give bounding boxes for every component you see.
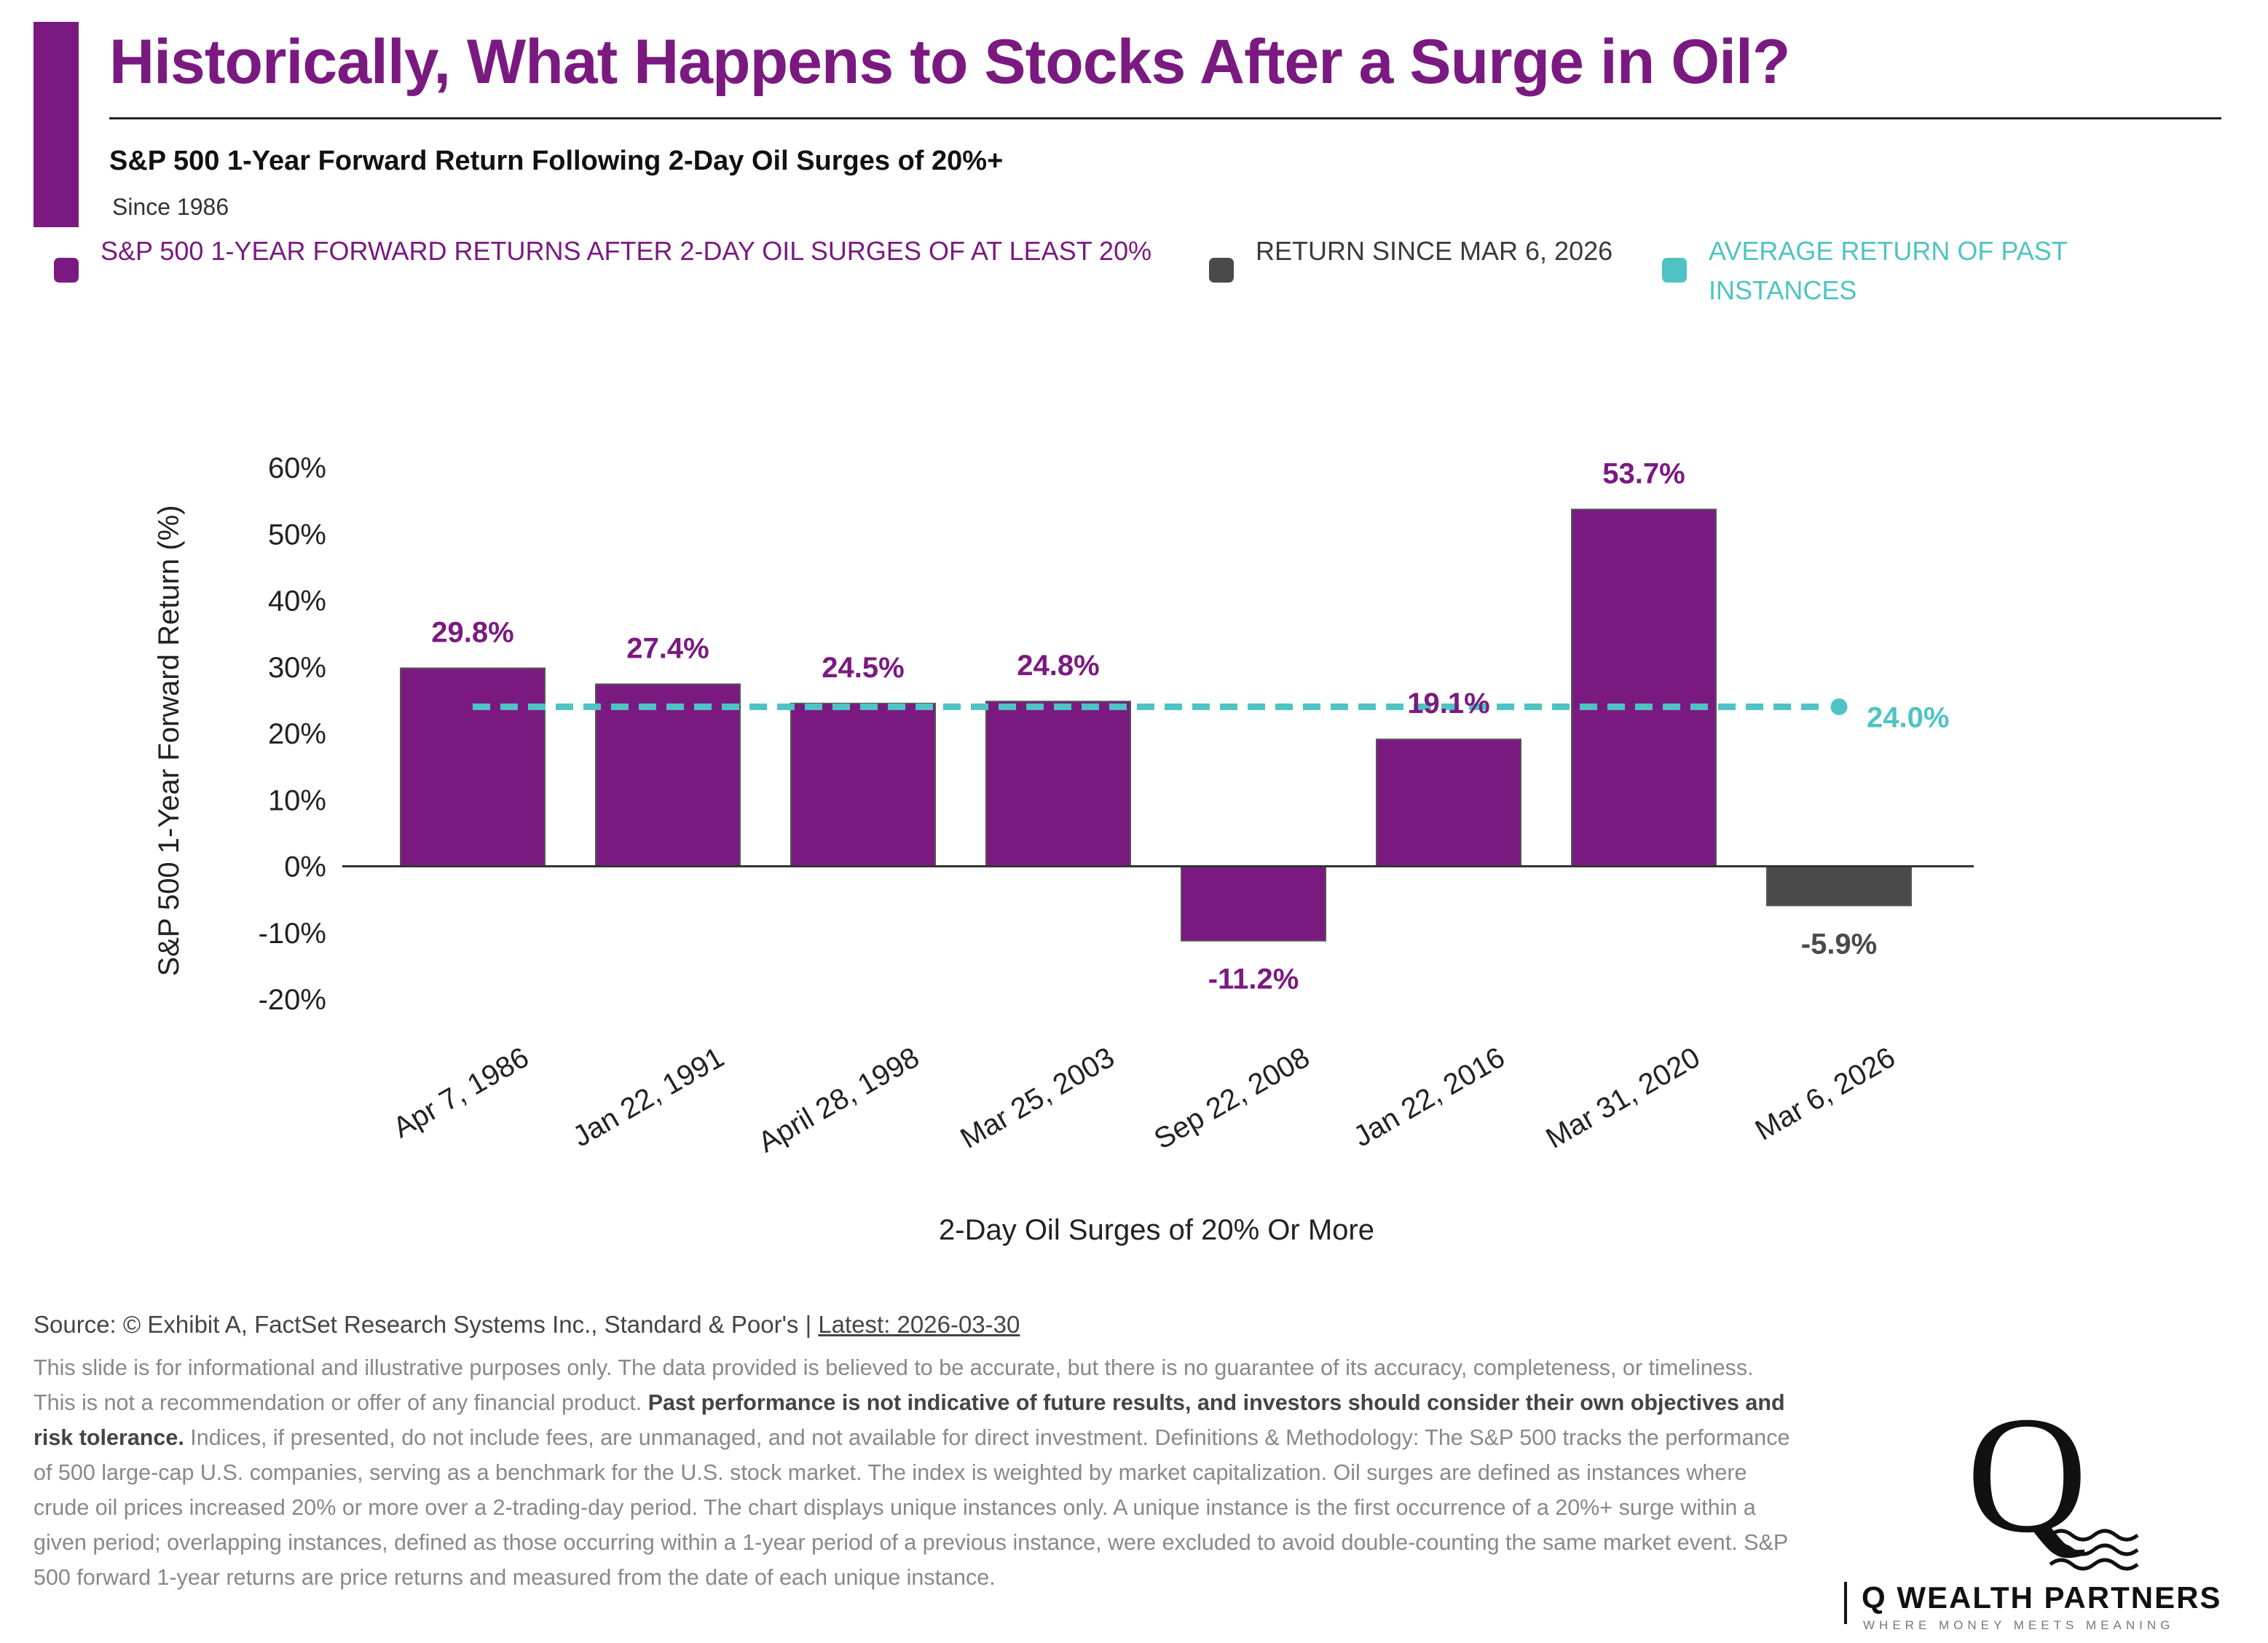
x-tick-label: Mar 6, 2026 [1750, 1041, 1901, 1147]
y-tick-label: 50% [268, 519, 326, 551]
title-divider [109, 117, 2221, 119]
logo-tagline: WHERE MONEY MEETS MEANING [1863, 1618, 2175, 1632]
bar [1376, 738, 1521, 867]
bar-value-label: -5.9% [1801, 928, 1878, 960]
page-title: Historically, What Happens to Stocks Aft… [109, 27, 1790, 97]
x-tick-label: Jan 22, 1991 [567, 1041, 729, 1154]
legend-swatch-teal [1662, 258, 1687, 283]
bar [985, 701, 1131, 867]
source-line: Source: © Exhibit A, FactSet Research Sy… [34, 1311, 1020, 1339]
waves-icon [2049, 1529, 2139, 1571]
legend-swatch-purple [54, 258, 79, 283]
bar [595, 683, 741, 867]
title-accent-bar [34, 22, 79, 227]
y-tick-label: 30% [268, 652, 326, 684]
bar [1571, 508, 1717, 867]
value-labels: 29.8% 27.4% 24.5% 24.8% -11.2% 19.1% 53.7% -5.9… [431, 457, 1877, 995]
x-tick-label: Sep 22, 2008 [1149, 1041, 1315, 1156]
bars [400, 508, 1912, 942]
bar-value-label: 53.7% [1602, 457, 1685, 489]
since-note: Since 1986 [112, 194, 229, 220]
bar-value-label: 19.1% [1407, 687, 1489, 720]
company-logo: Q Q WEALTH PARTNERS WHERE MONEY MEETS ME… [1835, 1391, 2243, 1632]
bar-value-label: 24.5% [822, 652, 904, 684]
legend-label: RETURN SINCE MAR 6, 2026 [1256, 236, 1613, 266]
bar [790, 702, 936, 867]
bar-value-label: -11.2% [1208, 964, 1299, 996]
y-tick-label: 20% [268, 718, 326, 750]
disclaimer-part-1: This slide is for informational and illu… [34, 1355, 1754, 1415]
legend-label: AVERAGE RETURN OF PAST INSTANCES [1709, 236, 2068, 305]
y-axis-ticks: 60% 50% 40% 30% 20% 10% 0% -10% -20% [259, 452, 326, 1016]
bar-chart: S&P 500 1-Year Forward Return (%) 2-Day … [153, 452, 1974, 1246]
bar-value-label: 27.4% [626, 632, 709, 664]
legend-label: S&P 500 1-YEAR FORWARD RETURNS AFTER 2-D… [101, 236, 1152, 266]
chart-subtitle: S&P 500 1-Year Forward Return Following … [109, 146, 1004, 176]
y-tick-label: 40% [268, 586, 326, 618]
logo-divider [1844, 1582, 1847, 1624]
x-tick-label: Jan 22, 2016 [1348, 1041, 1510, 1154]
y-tick-label: -20% [259, 984, 326, 1016]
bar-value-label: 29.8% [431, 617, 513, 649]
average-value-label: 24.0% [1867, 702, 1949, 734]
x-tick-label: Apr 7, 1986 [387, 1041, 534, 1145]
legend-item-return-since: RETURN SINCE MAR 6, 2026 [1209, 232, 1617, 283]
legend-swatch-gray [1209, 258, 1234, 283]
y-tick-label: 60% [268, 452, 326, 484]
bar [1766, 865, 1912, 907]
x-tick-label: Mar 31, 2020 [1540, 1041, 1705, 1155]
average-line-group: 24.0% [473, 696, 1949, 734]
source-text: Source: © Exhibit A, FactSet Research Sy… [34, 1311, 819, 1338]
disclaimer-part-2: Indices, if presented, do not include fe… [34, 1425, 1790, 1590]
legend-item-average-return: AVERAGE RETURN OF PAST INSTANCES [1662, 232, 2135, 310]
legend-item-forward-returns: S&P 500 1-YEAR FORWARD RETURNS AFTER 2-D… [54, 232, 1176, 283]
y-tick-label: 0% [284, 851, 326, 883]
disclaimer-text: This slide is for informational and illu… [34, 1350, 1796, 1595]
disclaimer-bold: Past performance is not indicative of fu… [34, 1390, 1785, 1450]
x-tick-label: April 28, 1998 [753, 1041, 925, 1159]
bar [1181, 865, 1326, 942]
bar-value-label: 24.8% [1017, 650, 1099, 682]
x-axis-title: 2-Day Oil Surges of 20% Or More [939, 1214, 1374, 1246]
bar [400, 667, 546, 867]
y-tick-label: -10% [259, 918, 326, 950]
y-axis-title: S&P 500 1-Year Forward Return (%) [153, 505, 185, 977]
logo-name: Q WEALTH PARTNERS [1862, 1580, 2222, 1615]
x-tick-label: Mar 25, 2003 [955, 1041, 1119, 1155]
source-latest-link[interactable]: Latest: 2026-03-30 [818, 1311, 1020, 1338]
average-marker [1828, 696, 1850, 717]
y-tick-label: 10% [268, 784, 326, 816]
x-axis-labels: Apr 7, 1986 Jan 22, 1991 April 28, 1998 Mar… [387, 1041, 1900, 1159]
